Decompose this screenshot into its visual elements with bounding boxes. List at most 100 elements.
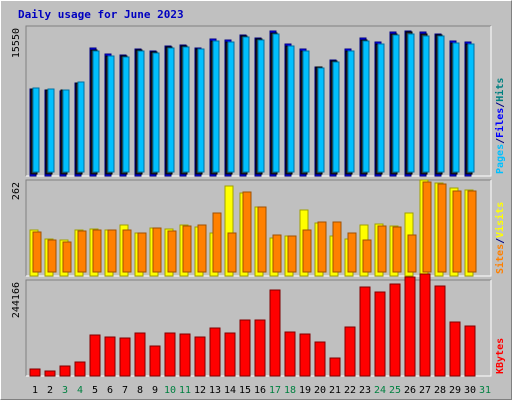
- day-label-7: 7: [122, 385, 128, 396]
- day-label-12: 12: [194, 385, 206, 396]
- bar-visits-day-14: [224, 185, 234, 277]
- bar-pages-day-11: [182, 46, 190, 173]
- bar-pages-day-6: [107, 55, 115, 173]
- legend-item-visits: Visits: [494, 202, 506, 238]
- bar-pages-day-18: [287, 45, 295, 173]
- bar-pages-day-22: [347, 50, 355, 173]
- bar-sites-day-9: [152, 227, 162, 273]
- day-label-6: 6: [107, 385, 113, 396]
- day-label-18: 18: [284, 385, 296, 396]
- day-label-28: 28: [434, 385, 446, 396]
- panel-2-border-dark: [25, 179, 491, 276]
- bar-pages-day-15: [242, 36, 250, 173]
- day-label-31: 31: [479, 385, 491, 396]
- legend-item-sites: Sites: [494, 244, 506, 274]
- bar-kbytes-day-10: [164, 332, 176, 377]
- panel-1-border-dark: [25, 25, 491, 176]
- bar-sites-day-15: [242, 191, 252, 273]
- legend-item-separator: /: [495, 138, 506, 144]
- bar-kbytes-day-11: [179, 333, 191, 377]
- chart-title: Daily usage for June 2023: [18, 8, 184, 21]
- bar-pages-day-9: [152, 52, 160, 173]
- day-label-17: 17: [269, 385, 281, 396]
- bar-sites-day-2: [47, 239, 57, 273]
- bar-kbytes-day-20: [314, 341, 326, 377]
- bar-kbytes-day-28: [434, 285, 446, 377]
- bar-sites-day-19: [302, 229, 312, 273]
- bar-sites-day-5: [92, 229, 102, 273]
- day-label-13: 13: [209, 385, 221, 396]
- bar-sites-day-28: [437, 183, 447, 273]
- bar-sites-day-7: [122, 229, 132, 273]
- bar-kbytes-day-23: [359, 286, 371, 377]
- bar-pages-day-12: [197, 48, 205, 173]
- bar-kbytes-day-16: [254, 319, 266, 377]
- bar-pages-day-16: [257, 39, 265, 173]
- day-label-1: 1: [32, 385, 38, 396]
- bar-sites-day-27: [422, 181, 432, 273]
- panel-1-legend: Pages/Files/Hits: [494, 78, 506, 174]
- bar-pages-day-25: [392, 34, 400, 173]
- bar-pages-day-27: [422, 35, 430, 173]
- day-label-14: 14: [224, 385, 236, 396]
- legend-item-hits: Hits: [494, 78, 506, 102]
- day-label-5: 5: [92, 385, 98, 396]
- bar-kbytes-day-30: [464, 325, 476, 377]
- bar-pages-day-8: [137, 50, 145, 173]
- day-label-2: 2: [47, 385, 53, 396]
- day-label-9: 9: [152, 385, 158, 396]
- bar-sites-day-4: [77, 230, 87, 273]
- panel-3-max-label: 244166: [11, 282, 22, 318]
- day-label-30: 30: [464, 385, 476, 396]
- bar-kbytes-day-5: [89, 334, 101, 377]
- bar-kbytes-day-14: [224, 332, 236, 377]
- day-label-3: 3: [62, 385, 68, 396]
- bar-sites-day-3: [62, 241, 72, 273]
- bar-pages-day-28: [437, 35, 445, 173]
- bar-pages-day-21: [332, 61, 340, 173]
- bar-kbytes-day-17: [269, 289, 281, 377]
- bar-sites-day-20: [317, 221, 327, 273]
- bar-kbytes-day-19: [299, 333, 311, 377]
- day-label-29: 29: [449, 385, 461, 396]
- bar-kbytes-day-18: [284, 331, 296, 377]
- bar-pages-day-23: [362, 40, 370, 173]
- day-label-23: 23: [359, 385, 371, 396]
- bar-sites-day-23: [362, 239, 372, 273]
- bar-pages-day-17: [272, 33, 280, 173]
- legend-item-pages: Pages: [495, 144, 506, 174]
- legend-item-separator: /: [495, 102, 506, 108]
- bar-kbytes-day-4: [74, 361, 86, 377]
- day-label-10: 10: [164, 385, 176, 396]
- bar-pages-day-29: [452, 42, 460, 173]
- bar-pages-day-13: [212, 40, 220, 173]
- bar-sites-day-25: [392, 226, 402, 273]
- day-label-19: 19: [299, 385, 311, 396]
- day-label-15: 15: [239, 385, 251, 396]
- bar-sites-day-17: [272, 234, 282, 273]
- bar-pages-day-14: [227, 41, 235, 173]
- day-label-4: 4: [77, 385, 83, 396]
- bar-sites-day-30: [467, 190, 477, 273]
- panel-2-legend: Sites/Visits: [494, 202, 506, 274]
- bar-kbytes-day-21: [329, 357, 341, 377]
- bar-pages-day-1: [32, 87, 40, 173]
- bar-pages-day-30: [467, 43, 475, 173]
- bar-sites-day-12: [197, 224, 207, 273]
- bar-sites-day-11: [182, 225, 192, 273]
- bar-pages-day-20: [317, 67, 325, 173]
- bar-sites-day-8: [137, 232, 147, 273]
- day-label-11: 11: [179, 385, 191, 396]
- bar-kbytes-day-3: [59, 365, 71, 377]
- bar-sites-day-18: [287, 235, 297, 273]
- day-label-16: 16: [254, 385, 266, 396]
- bar-pages-day-24: [377, 43, 385, 173]
- bar-sites-day-6: [107, 229, 117, 273]
- day-label-27: 27: [419, 385, 431, 396]
- day-label-8: 8: [137, 385, 143, 396]
- bar-kbytes-day-9: [149, 345, 161, 377]
- panel-3-legend: KBytes: [495, 338, 506, 374]
- bar-kbytes-day-12: [194, 336, 206, 377]
- bar-kbytes-day-25: [389, 283, 401, 377]
- bar-kbytes-day-2: [44, 370, 56, 377]
